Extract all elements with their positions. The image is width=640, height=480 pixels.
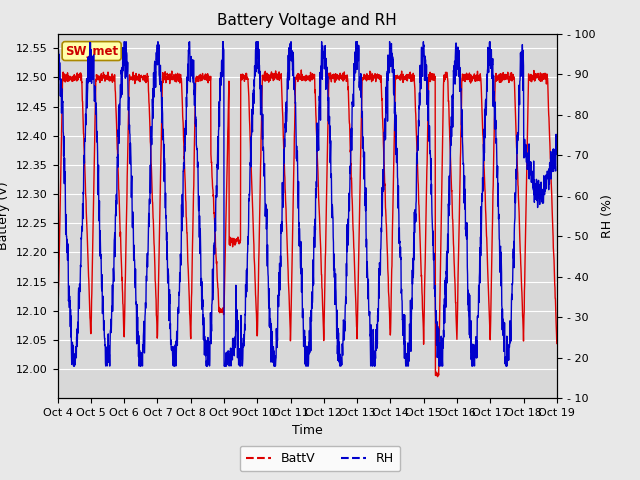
RH (54, 39, 61, 45)
Text: SW_met: SW_met (65, 45, 118, 58)
BattV (452, 318, 460, 324)
BattV (434, 374, 442, 380)
BattV (332, 77, 340, 83)
X-axis label: Time: Time (292, 424, 323, 437)
RH (193, 145, 201, 151)
BattV (54, 333, 61, 339)
RH (523, 161, 531, 167)
BattV (553, 341, 561, 347)
BattV (298, 67, 305, 73)
Legend: BattV, RH: BattV, RH (240, 446, 400, 471)
BattV (193, 77, 200, 83)
Y-axis label: Battery (V): Battery (V) (0, 182, 10, 250)
RH (452, 40, 460, 46)
RH (70, 363, 77, 369)
Line: RH: RH (58, 42, 557, 366)
RH (322, 58, 330, 63)
Title: Battery Voltage and RH: Battery Voltage and RH (218, 13, 397, 28)
RH (333, 309, 340, 314)
BattV (523, 154, 531, 159)
Y-axis label: RH (%): RH (%) (600, 194, 614, 238)
BattV (321, 254, 329, 260)
RH (553, 151, 561, 157)
RH (509, 250, 517, 256)
BattV (509, 72, 517, 77)
RH (54, 40, 61, 46)
Line: BattV: BattV (58, 70, 557, 377)
